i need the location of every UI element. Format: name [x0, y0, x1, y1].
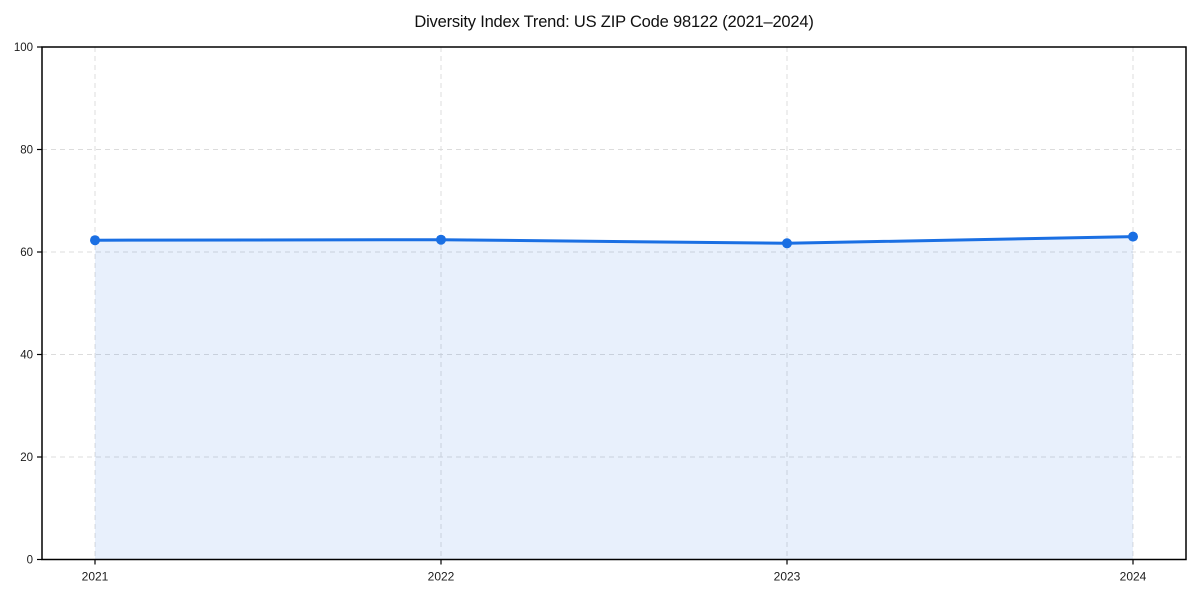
- y-tick-label: 0: [27, 555, 33, 567]
- data-point: [782, 238, 792, 249]
- x-tick-label: 2021: [82, 570, 109, 584]
- y-tick-label: 80: [20, 145, 33, 157]
- chart-title: Diversity Index Trend: US ZIP Code 98122…: [414, 13, 814, 31]
- y-tick-label: 100: [14, 42, 33, 54]
- plot-spines: [41, 46, 1187, 561]
- x-tick-label: 2022: [428, 570, 455, 584]
- data-point: [436, 234, 446, 245]
- area-fill: [95, 236, 1133, 560]
- x-tick-label: 2024: [1120, 570, 1147, 584]
- y-tick-label: 60: [20, 247, 33, 259]
- data-point: [1128, 231, 1138, 242]
- x-tick-label: 2023: [774, 570, 801, 584]
- data-point: [90, 235, 100, 246]
- trend-line: [93, 235, 1135, 245]
- y-tick-label: 20: [20, 452, 33, 464]
- y-tick-label: 40: [20, 350, 33, 362]
- plot-background: [42, 47, 1186, 560]
